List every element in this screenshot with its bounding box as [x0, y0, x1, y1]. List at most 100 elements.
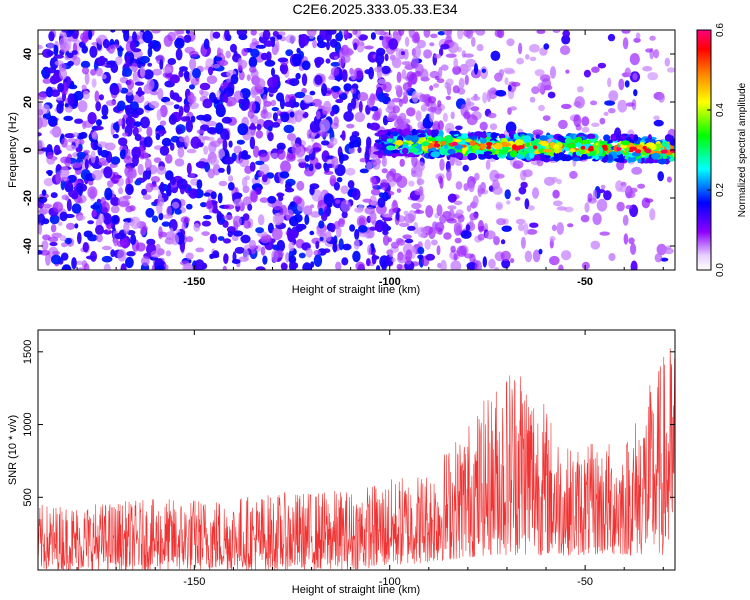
- heatmap-cell: [262, 30, 271, 41]
- heatmap-cell: [619, 185, 627, 193]
- heatmap-cell: [443, 232, 452, 240]
- heatmap-cell: [654, 253, 663, 263]
- signal-cell: [410, 135, 419, 143]
- signal-cell: [564, 137, 573, 144]
- heatmap-cell: [388, 38, 399, 50]
- heatmap-cell: [263, 40, 275, 47]
- heatmap-cell: [295, 223, 304, 232]
- heatmap-cell: [300, 102, 310, 110]
- heatmap-cell: [569, 170, 578, 179]
- heatmap-cell: [95, 67, 103, 77]
- heatmap-cell: [142, 170, 148, 181]
- heatmap-cell: [185, 236, 194, 243]
- heatmap-cell: [122, 114, 129, 120]
- heatmap-cell: [267, 222, 274, 234]
- heatmap-cell: [321, 83, 328, 97]
- heatmap-cell: [158, 226, 163, 240]
- heatmap-cell: [368, 145, 378, 159]
- heatmap-cell: [210, 191, 217, 200]
- heatmap-cell: [284, 187, 295, 193]
- signal-peak: [486, 145, 492, 150]
- heatmap-cell: [398, 30, 405, 37]
- heatmap-cell: [368, 94, 376, 106]
- heatmap-cell: [203, 192, 211, 197]
- heatmap-cell: [72, 33, 79, 39]
- heatmap-cell: [436, 245, 441, 256]
- heatmap-cell: [98, 94, 104, 101]
- heatmap-cell: [414, 210, 425, 214]
- heatmap-cell: [189, 57, 197, 71]
- signal-cell: [493, 142, 503, 150]
- heatmap-cell: [485, 159, 491, 170]
- heatmap-cell: [79, 131, 88, 139]
- heatmap-cell: [450, 111, 455, 120]
- heatmap-cell: [455, 125, 463, 131]
- heatmap-cell: [91, 78, 97, 88]
- heatmap-cell: [267, 77, 279, 89]
- signal-cell: [541, 141, 546, 147]
- heatmap-cell: [329, 38, 338, 48]
- heatmap-cell: [132, 126, 139, 137]
- heatmap-cell: [381, 168, 388, 174]
- heatmap-cell: [217, 192, 223, 204]
- heatmap-cell: [232, 230, 244, 237]
- heatmap-cell: [90, 204, 101, 210]
- heatmap-cell: [41, 240, 49, 251]
- heatmap-cell: [203, 38, 210, 50]
- heatmap-cell: [368, 66, 374, 80]
- heatmap-cell: [433, 54, 442, 59]
- heatmap-cell: [447, 193, 457, 203]
- heatmap-cell: [456, 245, 467, 257]
- heatmap-cell: [101, 115, 109, 120]
- heatmap-cell: [310, 132, 315, 143]
- heatmap-cell: [76, 215, 86, 221]
- heatmap-cell: [71, 50, 78, 55]
- heatmap-cell: [118, 118, 123, 127]
- heatmap-cell: [417, 254, 424, 260]
- heatmap-cell: [562, 30, 570, 38]
- heatmap-cell: [291, 143, 302, 155]
- heatmap-cell: [117, 196, 129, 208]
- signal-cell: [575, 136, 583, 145]
- heatmap-cell: [245, 175, 250, 181]
- heatmap-cell: [529, 56, 537, 62]
- signal-cell: [662, 155, 668, 159]
- heatmap-cell: [254, 173, 259, 181]
- heatmap-cell: [147, 47, 153, 58]
- spectrogram-noise-cells: [38, 30, 675, 270]
- heatmap-cell: [377, 92, 386, 103]
- heatmap-cell: [522, 169, 533, 178]
- heatmap-cell: [558, 119, 568, 130]
- heatmap-cell: [82, 90, 90, 100]
- heatmap-cell: [436, 204, 443, 217]
- heatmap-cell: [551, 224, 557, 232]
- colorbar-tick-label: 0.0: [715, 263, 726, 277]
- heatmap-cell: [126, 251, 136, 257]
- heatmap-cell: [590, 100, 598, 106]
- signal-cell: [581, 139, 591, 145]
- spectrogram-y-tick-label: 0: [22, 147, 34, 153]
- spectrogram-x-tick-label: -150: [183, 276, 205, 288]
- heatmap-cell: [222, 138, 228, 151]
- signal-cell: [490, 132, 498, 139]
- heatmap-cell: [41, 203, 52, 209]
- heatmap-cell: [292, 196, 302, 205]
- heatmap-cell: [100, 149, 110, 158]
- heatmap-cell: [52, 201, 64, 213]
- signal-cell: [480, 143, 487, 150]
- heatmap-cell: [304, 214, 310, 225]
- heatmap-cell: [132, 77, 141, 83]
- heatmap-cell: [287, 229, 295, 243]
- heatmap-cell: [391, 59, 399, 65]
- heatmap-cell: [277, 149, 286, 160]
- heatmap-cell: [353, 239, 360, 250]
- heatmap-cell: [198, 134, 203, 140]
- heatmap-cell: [511, 81, 521, 87]
- heatmap-cell: [388, 249, 394, 258]
- heatmap-cell: [46, 151, 54, 160]
- heatmap-cell: [389, 168, 397, 177]
- heatmap-cell: [466, 114, 478, 126]
- heatmap-cell: [534, 69, 545, 77]
- heatmap-cell: [249, 66, 257, 73]
- signal-cell: [378, 131, 386, 135]
